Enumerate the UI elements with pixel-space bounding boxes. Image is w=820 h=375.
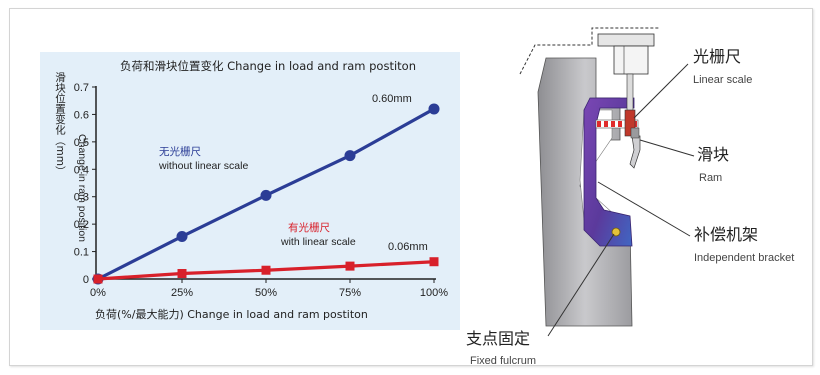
leader-bracket [597, 181, 691, 237]
label-linear-scale-en: Linear scale [693, 74, 752, 86]
y-tick-label: 0.5 [74, 137, 89, 149]
linear-scale-stripe [595, 119, 639, 129]
x-tick-label: 50% [255, 287, 277, 299]
scale-reader [624, 109, 636, 137]
series-0-label-en: without linear scale [158, 160, 248, 172]
series-1-label-en: with linear scale [280, 236, 356, 248]
series-0-point [260, 189, 272, 201]
machine-diagram: 光栅尺 Linear scale 滑块 Ram 补偿机架 Independent… [466, 27, 794, 367]
ram-hook [629, 135, 641, 169]
leader-lines [547, 63, 695, 337]
series-1-point [93, 274, 103, 284]
label-fulcrum-en: Fixed fulcrum [470, 355, 536, 367]
series-0-point [428, 103, 440, 115]
x-tick-label: 0% [90, 287, 106, 299]
scale-housing [597, 33, 655, 47]
x-ticks: 0% 25% 50% 75% 100% [90, 279, 448, 299]
x-axis-label: 负荷(%/最大能力) Change in load and ram postit… [95, 307, 368, 321]
y-tick-label: 0 [83, 274, 89, 286]
series-1-label-cn: 有光栅尺 [288, 221, 330, 234]
leader-ram [639, 139, 695, 157]
label-bracket-en: Independent bracket [694, 252, 794, 264]
ram-bar [630, 127, 640, 139]
series-0-point [344, 150, 356, 162]
y-axis-label-en: Change in ram position [76, 134, 88, 242]
series-1-point [261, 265, 271, 275]
label-ram-cn: 滑块 [697, 145, 729, 164]
leader-linear-scale [633, 63, 689, 119]
leader-fulcrum [547, 233, 615, 337]
chart-panel [40, 52, 460, 330]
x-tick-label: 75% [339, 287, 361, 299]
series-group [92, 103, 440, 285]
series-1-end-label: 0.06mm [388, 241, 428, 253]
y-tick-label: 0.2 [74, 219, 89, 231]
series-0-label-cn: 无光栅尺 [159, 145, 201, 158]
chart: 负荷和滑块位置变化 Change in load and ram postito… [54, 59, 448, 321]
label-fulcrum-cn: 支点固定 [466, 329, 530, 348]
y-tick-label: 0.7 [74, 82, 89, 94]
x-tick-label: 25% [171, 287, 193, 299]
label-linear-scale-cn: 光栅尺 [693, 47, 741, 66]
x-tick-label: 100% [420, 287, 448, 299]
scale-housing-body [613, 45, 649, 75]
series-0-point [176, 230, 188, 242]
chart-title: 负荷和滑块位置变化 Change in load and ram postito… [120, 59, 416, 73]
label-bracket-cn: 补偿机架 [694, 225, 758, 244]
series-1-point [345, 261, 355, 271]
compensation-bracket [583, 97, 635, 247]
y-axis-label-cn: 滑块位置变化（mm） [54, 72, 66, 176]
y-tick-label: 0.6 [74, 109, 89, 121]
series-0-end-label: 0.60mm [372, 93, 412, 105]
y-tick-label: 0.4 [74, 164, 89, 176]
y-tick-label: 0.1 [74, 247, 89, 259]
y-tick-label: 0.3 [74, 192, 89, 204]
series-1-point [177, 269, 187, 279]
frame-dashed-outline [519, 27, 660, 75]
label-ram-en: Ram [699, 172, 722, 184]
series-1-point [429, 257, 439, 267]
